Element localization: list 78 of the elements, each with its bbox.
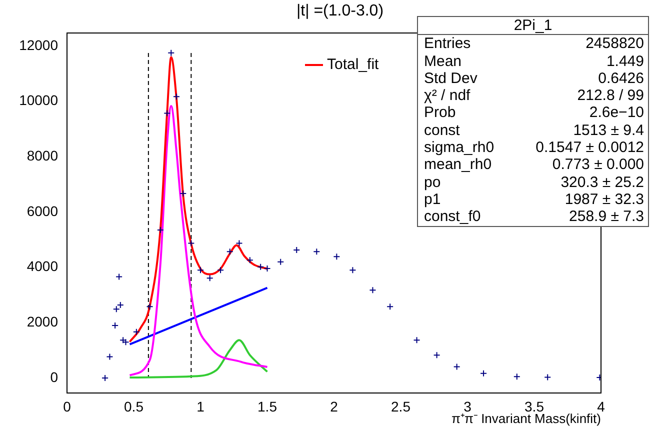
point <box>480 370 488 377</box>
line-series <box>128 56 268 343</box>
x-tick-label: 1.5 <box>258 398 278 414</box>
point <box>188 240 195 247</box>
point <box>369 286 376 294</box>
point <box>513 373 520 380</box>
annotation: const_f0 <box>424 208 482 226</box>
annotation: 2Pi_1 <box>418 17 648 36</box>
x-tick-label: 1 <box>196 398 205 414</box>
y-tick-label: 2000 <box>26 314 58 330</box>
point <box>132 328 140 336</box>
point <box>433 352 440 359</box>
point <box>168 49 175 56</box>
annotation: χ² / ndf <box>424 87 472 104</box>
y-tick-label: 6000 <box>26 202 58 219</box>
y-tick-label: 10000 <box>19 92 58 108</box>
annotation: 0.773 ± 0.000 <box>551 156 644 174</box>
annotation: Std Dev <box>424 70 478 88</box>
annotation: 1513 ± 9.4 <box>572 122 644 140</box>
x-tick-label: 2 <box>330 398 338 414</box>
legend-label: Total_fit <box>327 56 380 74</box>
annotation: Entries <box>424 35 472 53</box>
annotation: Prob <box>424 104 457 122</box>
point <box>236 240 243 247</box>
point <box>164 110 171 117</box>
annotation: 1987 ± 32.3 <box>564 190 644 208</box>
point <box>349 266 356 274</box>
point <box>453 363 460 370</box>
annotation: 258.9 ± 7.3 <box>568 208 644 226</box>
point <box>120 336 127 344</box>
point <box>156 226 164 234</box>
point <box>172 93 180 100</box>
point <box>122 338 130 346</box>
annotation: 0.1547 ± 0.0012 <box>534 139 644 156</box>
point <box>112 322 119 329</box>
point <box>102 374 109 382</box>
point <box>180 190 187 197</box>
annotation: sigma_rh0 <box>424 139 496 156</box>
point <box>246 256 254 264</box>
point <box>197 266 204 274</box>
annotation: po <box>424 174 442 191</box>
point <box>116 302 124 309</box>
x-tick-label: 2.5 <box>391 398 411 414</box>
point <box>116 273 123 280</box>
annotation: 0.6426 <box>597 70 644 88</box>
point <box>293 246 300 254</box>
point <box>413 336 420 344</box>
point <box>112 306 120 313</box>
point <box>226 248 234 256</box>
chart-title: |t| =(1.0-3.0) <box>296 2 384 20</box>
point <box>146 303 154 310</box>
point <box>544 374 552 381</box>
point <box>106 353 114 360</box>
point <box>277 258 284 266</box>
point <box>206 274 214 282</box>
y-tick-label: 12000 <box>19 36 58 53</box>
y-tick-label: 0 <box>50 368 58 385</box>
annotation: 2.6e−10 <box>588 104 644 122</box>
line-series <box>128 339 268 379</box>
annotation: p1 <box>424 190 442 208</box>
annotation: mean_rh0 <box>424 156 493 174</box>
y-tick-label: 8000 <box>26 148 58 164</box>
point <box>217 266 224 274</box>
text: 1.449 <box>605 52 644 70</box>
line-series <box>128 105 268 376</box>
annotation: Mean <box>424 52 463 70</box>
point <box>264 264 271 272</box>
y-tick-label: 4000 <box>26 258 58 274</box>
annotation: const <box>424 122 461 140</box>
point <box>386 303 394 310</box>
annotation: 320.3 ± 25.2 <box>560 174 644 191</box>
point <box>257 263 264 270</box>
point <box>313 248 320 256</box>
annotation: 2458820 <box>584 35 644 53</box>
annotation: 212.8 / 99 <box>576 87 644 104</box>
point <box>333 253 340 260</box>
x-tick-label: 0 <box>63 398 72 414</box>
x-tick-label: 0.5 <box>124 398 144 414</box>
